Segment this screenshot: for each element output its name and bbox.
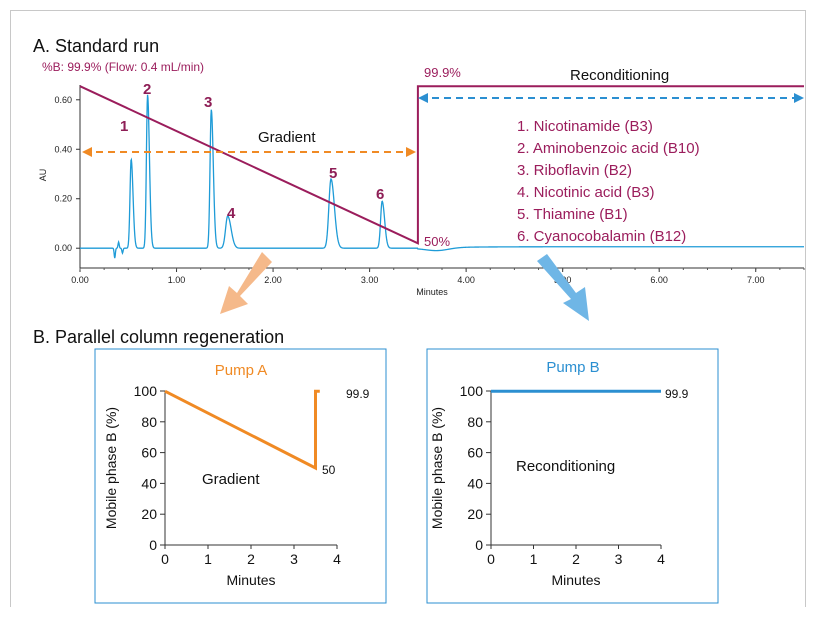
chromatogram-trace — [80, 94, 804, 259]
y-tick-label: 0.20 — [54, 194, 72, 204]
reconditioning-label: Reconditioning — [570, 67, 669, 84]
pump-x-tick-label: 1 — [204, 551, 212, 567]
pump-x-tick-label: 2 — [572, 551, 580, 567]
pump-x-axis-label: Minutes — [226, 572, 275, 588]
pump-x-tick-label: 4 — [333, 551, 341, 567]
peak-label-5: 5 — [329, 165, 337, 182]
x-tick-label: 7.00 — [747, 275, 765, 285]
compound-5: 5. Thiamine (B1) — [517, 206, 628, 223]
compound-legend: 1. Nicotinamide (B3) 2. Aminobenzoic aci… — [517, 118, 700, 245]
pump-y-tick-label: 60 — [141, 445, 157, 461]
pump-y-axis-label: Mobile phase B (%) — [429, 407, 445, 529]
compound-6: 6. Cyanocobalamin (B12) — [517, 228, 686, 245]
pump-y-tick-label: 40 — [467, 475, 483, 491]
pump-y-tick-label: 20 — [141, 506, 157, 522]
pump-y-tick-label: 100 — [460, 383, 484, 399]
section-b-title: B. Parallel column regeneration — [33, 327, 284, 347]
label-99-9-percent: 99.9% — [424, 65, 461, 80]
pump-x-axis-label: Minutes — [551, 572, 600, 588]
pump-x-tick-label: 0 — [161, 551, 169, 567]
pump-x-tick-label: 2 — [247, 551, 255, 567]
peak-labels: 1 2 3 4 5 6 — [120, 81, 384, 222]
gradient-label: Gradient — [258, 129, 316, 146]
compound-2: 2. Aminobenzoic acid (B10) — [517, 140, 700, 157]
pump-b-reconditioning-label: Reconditioning — [516, 458, 615, 475]
peak-label-3: 3 — [204, 94, 212, 111]
pump-b-label-99-9: 99.9 — [665, 387, 689, 401]
blue-connector-arrow — [537, 254, 589, 321]
gradient-note: %B: 99.9% (Flow: 0.4 mL/min) — [42, 60, 204, 74]
pump-y-tick-label: 60 — [467, 445, 483, 461]
pump-y-tick-label: 100 — [134, 383, 158, 399]
pump-x-tick-label: 4 — [657, 551, 665, 567]
pump-y-tick-label: 80 — [141, 414, 157, 430]
figure-frame — [10, 10, 806, 607]
y-tick-label: 0.60 — [54, 95, 72, 105]
pump-x-tick-label: 0 — [487, 551, 495, 567]
pump-x-tick-label: 3 — [615, 551, 623, 567]
pump-y-axis-label: Mobile phase B (%) — [103, 407, 119, 529]
chromatogram-axes: 0.001.002.003.004.005.006.007.000.000.20… — [38, 84, 805, 297]
gradient-program-line — [79, 85, 804, 245]
x-tick-label: 2.00 — [264, 275, 282, 285]
pump-a-line — [164, 389, 320, 471]
x-tick-label: 1.00 — [168, 275, 186, 285]
x-axis-label: Minutes — [416, 287, 448, 297]
x-tick-label: 3.00 — [361, 275, 379, 285]
pump-a-title: Pump A — [215, 362, 268, 379]
peak-label-1: 1 — [120, 118, 128, 135]
pump-y-tick-label: 20 — [467, 506, 483, 522]
pump-a-label-99-9: 99.9 — [346, 387, 370, 401]
peak-label-4: 4 — [227, 205, 236, 222]
pump-a-panel — [94, 348, 387, 604]
label-50-percent: 50% — [424, 234, 450, 249]
x-tick-label: 6.00 — [650, 275, 668, 285]
x-tick-label: 4.00 — [457, 275, 475, 285]
y-tick-label: 0.40 — [54, 144, 72, 154]
pump-y-tick-label: 0 — [149, 537, 157, 553]
y-axis-label: AU — [38, 169, 48, 182]
pump-y-tick-label: 80 — [467, 414, 483, 430]
x-tick-label: 0.00 — [71, 275, 89, 285]
pump-b-panel — [426, 348, 719, 604]
peak-label-6: 6 — [376, 186, 384, 203]
pump-a-gradient-label: Gradient — [202, 471, 260, 488]
peak-label-2: 2 — [143, 81, 151, 98]
pump-x-tick-label: 3 — [290, 551, 298, 567]
section-a-title: A. Standard run — [33, 36, 159, 56]
pump-x-tick-label: 1 — [530, 551, 538, 567]
orange-connector-arrow — [220, 252, 272, 314]
compound-1: 1. Nicotinamide (B3) — [517, 118, 653, 135]
compound-4: 4. Nicotinic acid (B3) — [517, 184, 655, 201]
pump-y-tick-label: 0 — [475, 537, 483, 553]
pump-a-label-50: 50 — [322, 463, 336, 477]
pump-b-title: Pump B — [546, 359, 599, 376]
compound-3: 3. Riboflavin (B2) — [517, 162, 632, 179]
y-tick-label: 0.00 — [54, 243, 72, 253]
pump-y-tick-label: 40 — [141, 475, 157, 491]
